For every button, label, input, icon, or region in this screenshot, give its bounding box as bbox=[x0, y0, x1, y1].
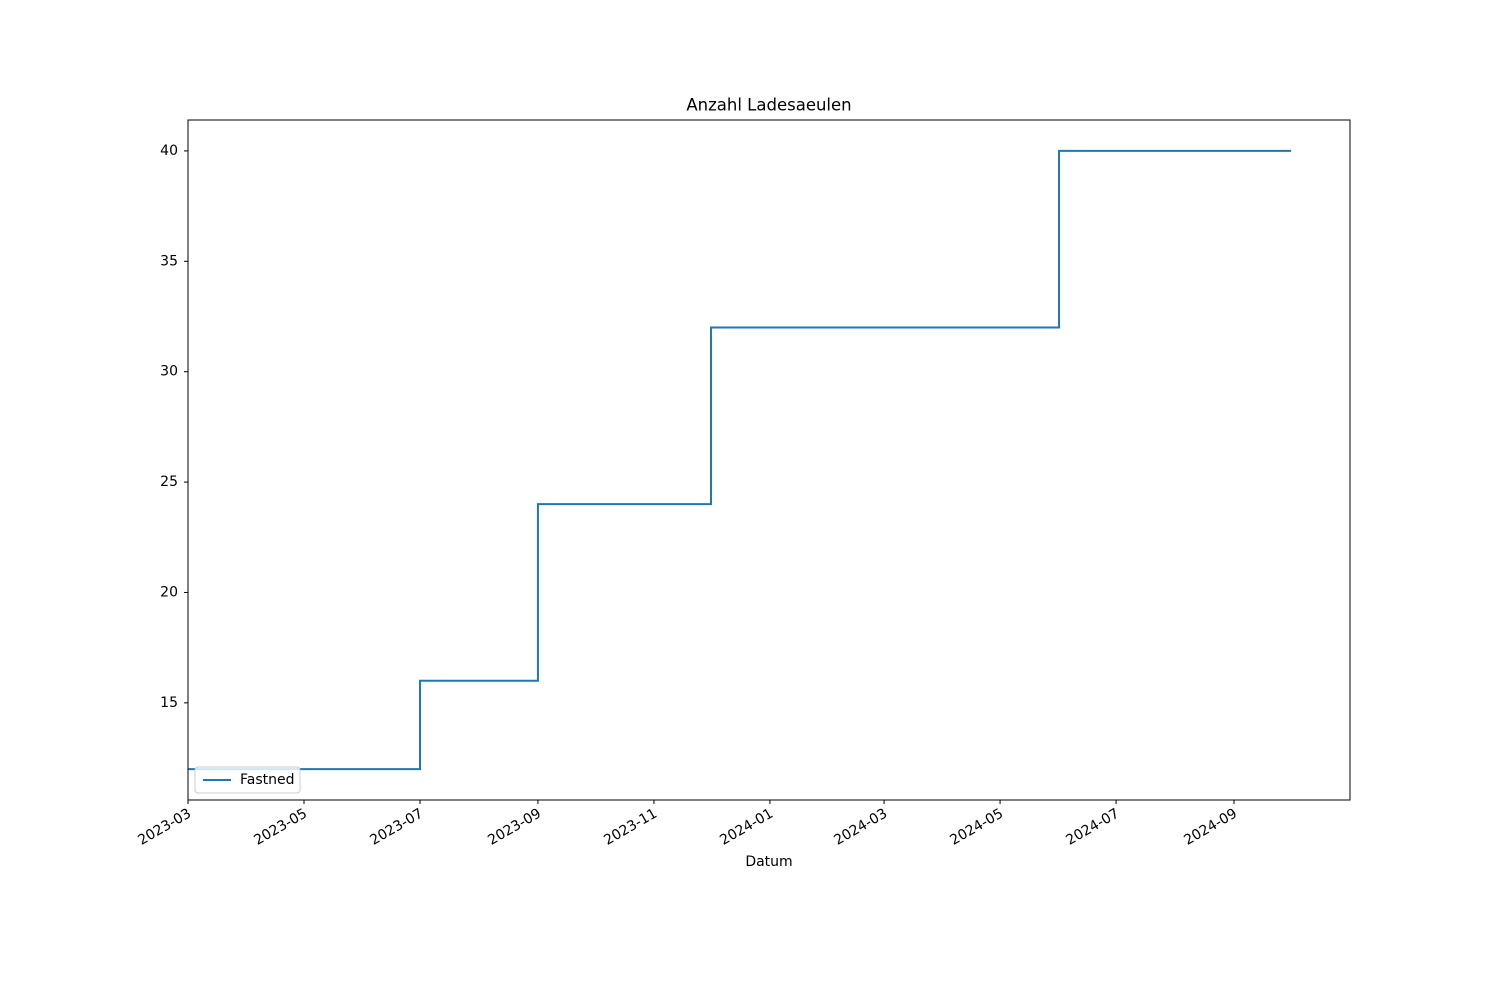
legend-label: Fastned bbox=[240, 772, 295, 788]
x-axis-label: Datum bbox=[745, 854, 792, 870]
chart-title: Anzahl Ladesaeulen bbox=[686, 96, 851, 115]
plot-frame bbox=[187, 119, 1351, 801]
y-tick-label: 25 bbox=[160, 474, 178, 490]
data-line bbox=[188, 149, 1292, 771]
y-tick-label: 35 bbox=[160, 253, 178, 269]
y-tick-label: 15 bbox=[160, 695, 178, 711]
y-tick-label: 40 bbox=[160, 143, 178, 159]
legend: Fastned bbox=[194, 766, 301, 794]
y-tick-label: 30 bbox=[160, 364, 178, 380]
y-tick-label: 20 bbox=[160, 584, 178, 600]
legend-box bbox=[194, 766, 301, 794]
